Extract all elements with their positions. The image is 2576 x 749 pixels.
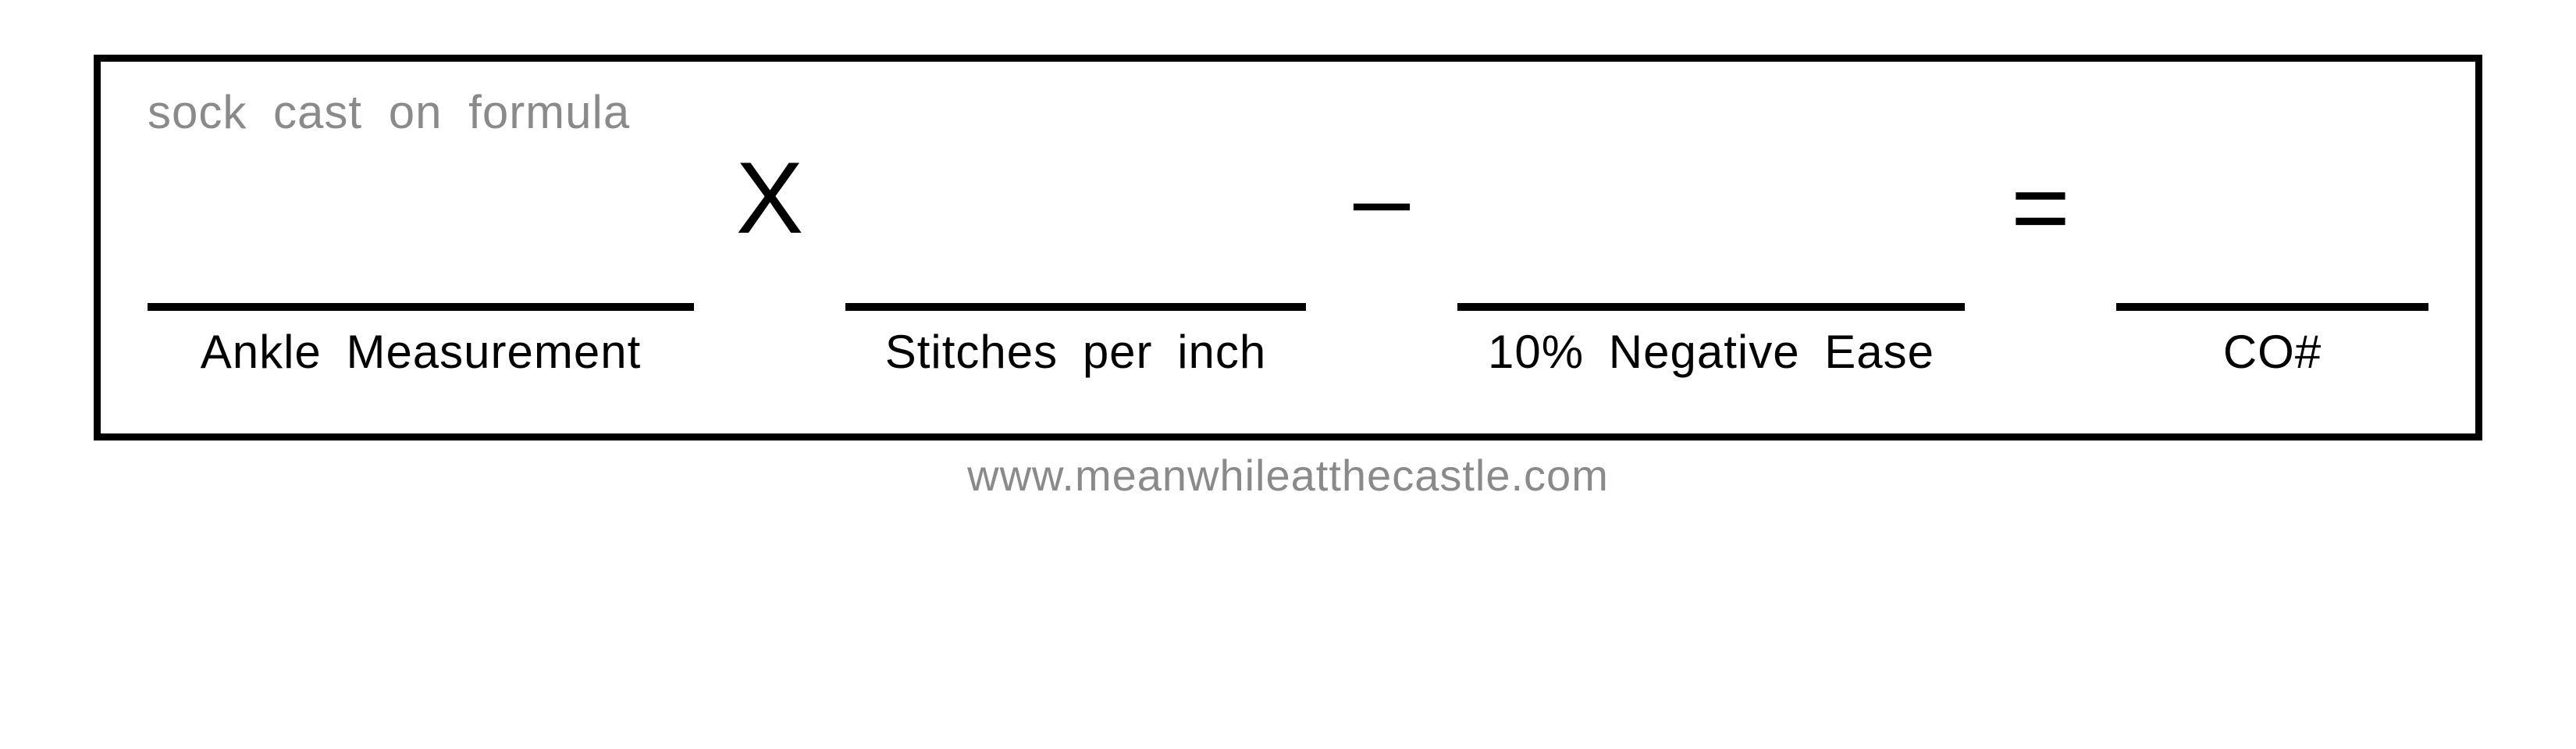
blank-field xyxy=(845,186,1306,303)
slot-label: Stitches per inch xyxy=(885,325,1267,379)
underline xyxy=(148,303,694,311)
formula-row: Ankle Measurement X Stitches per inch – … xyxy=(148,186,2428,379)
operator-minus: – xyxy=(1347,147,1417,248)
slot-negative-ease: 10% Negative Ease xyxy=(1457,186,1965,379)
slot-label: 10% Negative Ease xyxy=(1488,325,1934,379)
underline xyxy=(845,303,1306,311)
box-title: sock cast on formula xyxy=(148,85,2428,139)
formula-box: sock cast on formula Ankle Measurement X… xyxy=(94,55,2482,440)
slot-ankle-measurement: Ankle Measurement xyxy=(148,186,694,379)
slot-label: Ankle Measurement xyxy=(201,325,642,379)
slot-cast-on-number: CO# xyxy=(2116,186,2428,379)
underline xyxy=(1457,303,1965,311)
attribution-url: www.meanwhileatthecastle.com xyxy=(967,450,1609,501)
blank-field xyxy=(2116,186,2428,303)
underline xyxy=(2116,303,2428,311)
operator-multiply: X xyxy=(735,147,805,248)
slot-stitches-per-inch: Stitches per inch xyxy=(845,186,1306,379)
blank-field xyxy=(148,186,694,303)
operator-equals: = xyxy=(2005,156,2076,258)
slot-label: CO# xyxy=(2223,325,2322,379)
blank-field xyxy=(1457,186,1965,303)
